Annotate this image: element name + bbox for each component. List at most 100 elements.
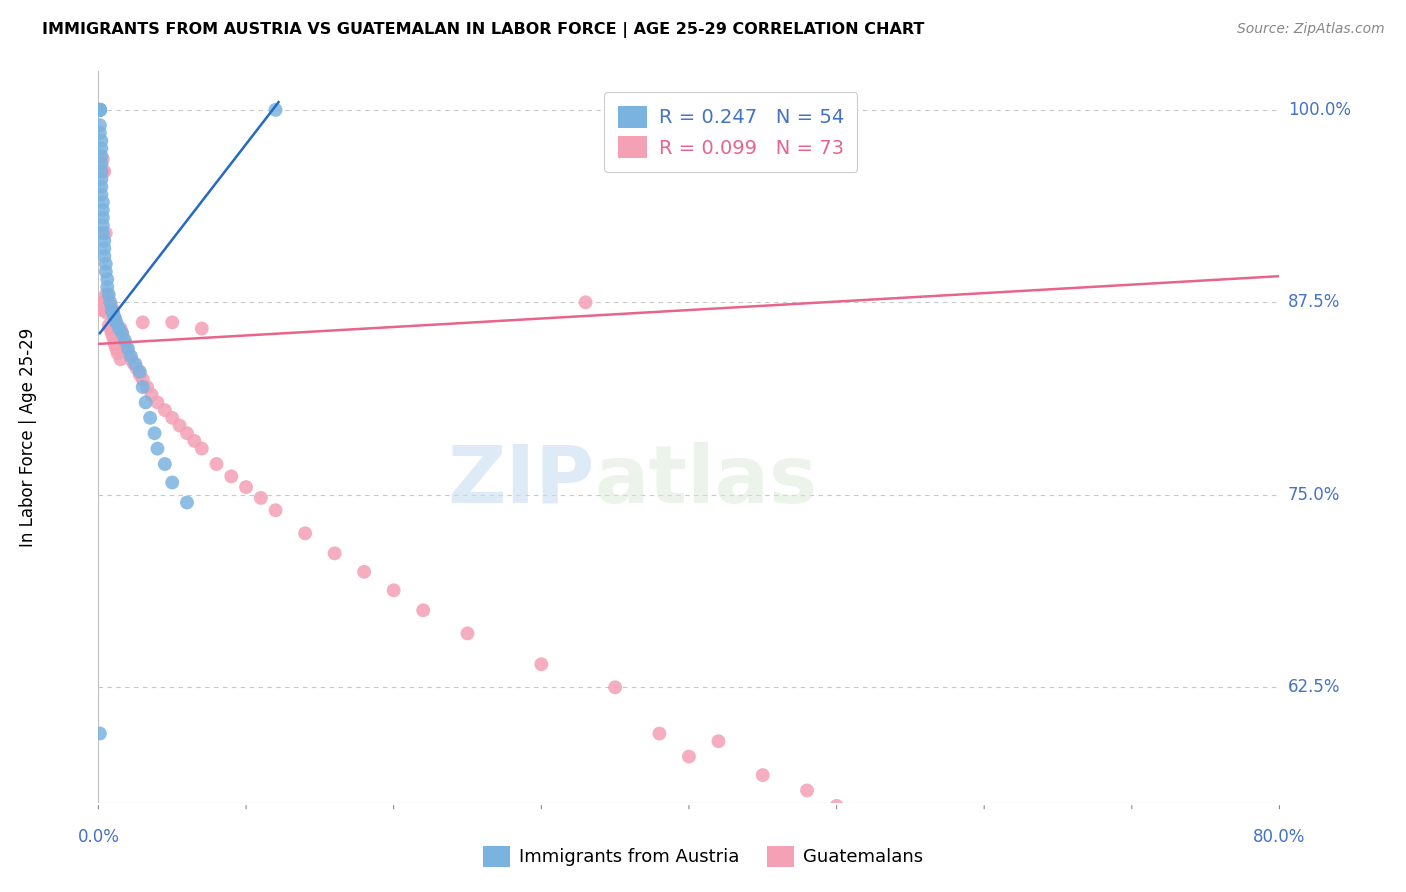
- Point: [162, 315, 183, 329]
- Legend: Immigrants from Austria, Guatemalans: Immigrants from Austria, Guatemalans: [475, 838, 931, 874]
- Point: [91, 164, 114, 178]
- Point: [128, 368, 150, 382]
- Point: [100, 300, 122, 314]
- Point: [678, 749, 700, 764]
- Point: [153, 403, 176, 417]
- Point: [91, 202, 114, 217]
- Point: [90, 303, 112, 318]
- Point: [605, 681, 627, 695]
- Point: [796, 783, 818, 797]
- Point: [153, 457, 176, 471]
- Point: [825, 798, 848, 813]
- Point: [294, 526, 316, 541]
- Point: [530, 657, 553, 672]
- Point: [117, 346, 139, 360]
- Point: [122, 357, 145, 371]
- Point: [117, 342, 139, 356]
- Point: [264, 103, 287, 117]
- Point: [128, 365, 150, 379]
- Point: [97, 287, 120, 301]
- Point: [96, 306, 118, 320]
- Text: In Labor Force | Age 25-29: In Labor Force | Age 25-29: [18, 327, 37, 547]
- Point: [323, 546, 346, 560]
- Point: [93, 242, 115, 256]
- Point: [105, 342, 128, 356]
- Point: [100, 303, 122, 318]
- Point: [90, 179, 112, 194]
- Point: [176, 426, 198, 441]
- Point: [91, 219, 114, 233]
- Point: [89, 103, 111, 117]
- Point: [93, 234, 115, 248]
- Point: [382, 583, 405, 598]
- Point: [90, 164, 112, 178]
- Legend: R = 0.247   N = 54, R = 0.099   N = 73: R = 0.247 N = 54, R = 0.099 N = 73: [605, 92, 858, 172]
- Text: 100.0%: 100.0%: [1288, 101, 1351, 119]
- Point: [98, 321, 121, 335]
- Point: [456, 626, 478, 640]
- Point: [89, 103, 111, 117]
- Point: [191, 442, 214, 456]
- Point: [115, 342, 138, 356]
- Point: [91, 211, 114, 225]
- Point: [96, 280, 118, 294]
- Point: [91, 295, 114, 310]
- Point: [90, 141, 112, 155]
- Point: [141, 388, 163, 402]
- Point: [107, 318, 129, 333]
- Point: [176, 495, 198, 509]
- Point: [96, 287, 118, 301]
- Point: [120, 352, 142, 367]
- Point: [91, 195, 114, 210]
- Point: [191, 321, 214, 335]
- Point: [648, 726, 671, 740]
- Point: [114, 337, 136, 351]
- Point: [114, 334, 136, 348]
- Point: [97, 295, 120, 310]
- Point: [353, 565, 375, 579]
- Point: [90, 295, 112, 310]
- Point: [104, 337, 127, 351]
- Point: [91, 226, 114, 240]
- Point: [132, 372, 155, 386]
- Point: [89, 118, 111, 132]
- Point: [183, 434, 205, 448]
- Point: [98, 303, 121, 318]
- Point: [89, 103, 111, 117]
- Point: [93, 164, 115, 178]
- Point: [143, 426, 166, 441]
- Point: [105, 315, 128, 329]
- Point: [93, 303, 115, 318]
- Point: [125, 361, 148, 376]
- Point: [162, 475, 183, 490]
- Point: [235, 480, 257, 494]
- Text: Source: ZipAtlas.com: Source: ZipAtlas.com: [1237, 22, 1385, 37]
- Point: [103, 306, 125, 320]
- Point: [93, 249, 115, 263]
- Point: [103, 306, 125, 320]
- Point: [89, 103, 111, 117]
- Point: [112, 331, 135, 345]
- Point: [89, 726, 111, 740]
- Point: [136, 380, 159, 394]
- Point: [107, 346, 129, 360]
- Point: [103, 331, 125, 345]
- Point: [146, 395, 169, 409]
- Point: [94, 257, 117, 271]
- Point: [104, 310, 127, 325]
- Point: [90, 187, 112, 202]
- Text: 87.5%: 87.5%: [1288, 293, 1340, 311]
- Text: IMMIGRANTS FROM AUSTRIA VS GUATEMALAN IN LABOR FORCE | AGE 25-29 CORRELATION CHA: IMMIGRANTS FROM AUSTRIA VS GUATEMALAN IN…: [42, 22, 925, 38]
- Point: [135, 395, 157, 409]
- Point: [90, 172, 112, 186]
- Point: [90, 157, 112, 171]
- Point: [89, 103, 111, 117]
- Point: [104, 310, 127, 325]
- Point: [89, 103, 111, 117]
- Point: [219, 469, 242, 483]
- Point: [900, 811, 922, 825]
- Text: atlas: atlas: [595, 442, 817, 520]
- Point: [110, 352, 132, 367]
- Point: [98, 295, 121, 310]
- Text: ZIP: ZIP: [447, 442, 595, 520]
